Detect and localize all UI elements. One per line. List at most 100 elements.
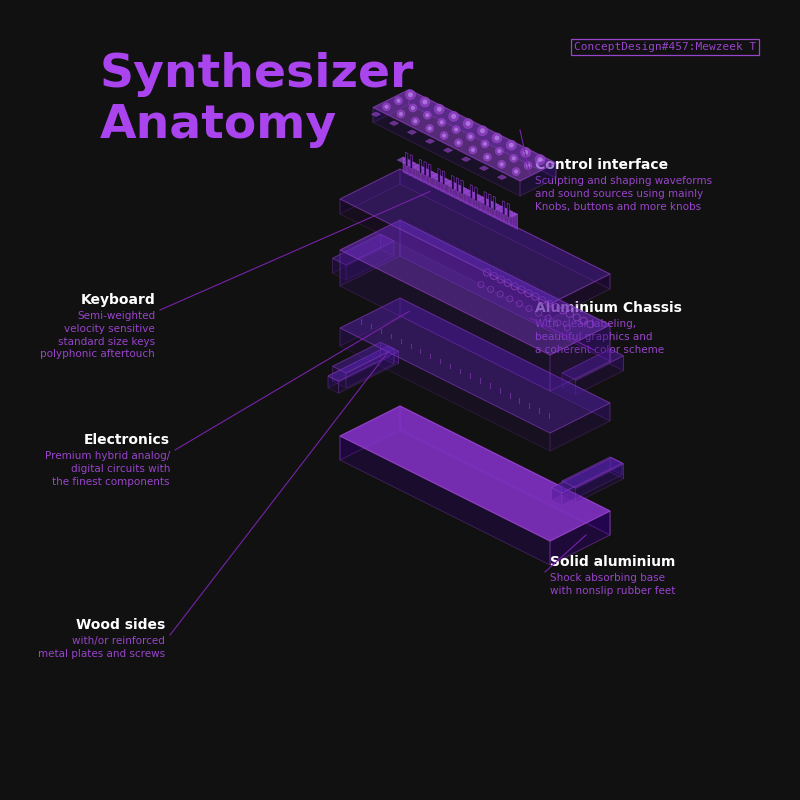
Circle shape — [411, 117, 419, 125]
Text: Aluminium Chassis: Aluminium Chassis — [535, 301, 682, 315]
Circle shape — [478, 126, 487, 136]
Polygon shape — [400, 298, 610, 421]
Polygon shape — [503, 210, 513, 215]
Polygon shape — [397, 157, 406, 162]
Circle shape — [512, 167, 520, 175]
Polygon shape — [514, 213, 518, 230]
Polygon shape — [551, 458, 611, 500]
Polygon shape — [443, 148, 453, 153]
Circle shape — [471, 148, 475, 152]
Polygon shape — [480, 198, 490, 203]
Polygon shape — [340, 406, 610, 541]
Polygon shape — [489, 194, 491, 209]
Circle shape — [498, 149, 502, 153]
Polygon shape — [333, 342, 394, 373]
Polygon shape — [346, 349, 394, 388]
Polygon shape — [484, 191, 486, 206]
Circle shape — [385, 105, 389, 109]
Polygon shape — [333, 366, 346, 388]
Polygon shape — [434, 175, 444, 180]
Polygon shape — [575, 356, 623, 394]
Polygon shape — [498, 208, 509, 213]
Polygon shape — [494, 196, 496, 211]
Circle shape — [500, 162, 504, 166]
Polygon shape — [505, 208, 509, 225]
Polygon shape — [340, 406, 400, 460]
Polygon shape — [426, 139, 434, 143]
Circle shape — [406, 90, 415, 100]
Polygon shape — [520, 163, 556, 196]
Polygon shape — [498, 175, 506, 179]
Circle shape — [420, 97, 430, 107]
Circle shape — [538, 157, 542, 162]
Polygon shape — [482, 196, 486, 213]
Polygon shape — [403, 157, 406, 174]
Circle shape — [452, 126, 460, 134]
Polygon shape — [494, 206, 504, 210]
Polygon shape — [458, 185, 462, 202]
Polygon shape — [328, 346, 388, 388]
Polygon shape — [463, 187, 467, 204]
Polygon shape — [411, 164, 421, 169]
Polygon shape — [340, 169, 400, 214]
Polygon shape — [508, 213, 518, 218]
Circle shape — [409, 104, 417, 112]
Polygon shape — [550, 274, 610, 319]
Circle shape — [426, 124, 434, 132]
Polygon shape — [448, 182, 458, 187]
Polygon shape — [400, 406, 610, 535]
Polygon shape — [429, 164, 431, 178]
Polygon shape — [562, 457, 610, 496]
Polygon shape — [610, 457, 623, 478]
Polygon shape — [550, 403, 610, 451]
Text: Electronics: Electronics — [84, 433, 170, 447]
Polygon shape — [468, 190, 471, 206]
Circle shape — [442, 134, 446, 138]
Polygon shape — [402, 159, 411, 164]
Polygon shape — [340, 169, 610, 304]
Polygon shape — [410, 154, 413, 170]
Polygon shape — [338, 351, 398, 394]
Circle shape — [509, 142, 514, 148]
Polygon shape — [390, 121, 398, 126]
Text: Wood sides: Wood sides — [76, 618, 165, 632]
Circle shape — [397, 98, 401, 102]
Polygon shape — [470, 185, 473, 199]
Polygon shape — [490, 203, 499, 208]
Circle shape — [440, 120, 444, 124]
Circle shape — [382, 102, 390, 110]
Text: ConceptDesign#457:Mewzeek T: ConceptDesign#457:Mewzeek T — [574, 42, 756, 52]
Polygon shape — [551, 458, 622, 493]
Polygon shape — [400, 220, 610, 361]
Polygon shape — [466, 192, 476, 197]
Polygon shape — [340, 298, 610, 433]
Polygon shape — [409, 90, 556, 178]
Polygon shape — [562, 373, 575, 394]
Polygon shape — [415, 166, 426, 171]
Polygon shape — [550, 325, 610, 391]
Polygon shape — [462, 157, 470, 162]
Polygon shape — [371, 112, 381, 117]
Polygon shape — [422, 166, 426, 183]
Polygon shape — [412, 162, 416, 178]
Circle shape — [466, 133, 474, 141]
Polygon shape — [471, 194, 481, 199]
Polygon shape — [456, 178, 458, 192]
Text: With clear labeling,
beautiful graphics and
a coherent color scheme: With clear labeling, beautiful graphics … — [535, 319, 664, 354]
Polygon shape — [430, 173, 439, 178]
Polygon shape — [551, 488, 562, 505]
Circle shape — [414, 119, 418, 123]
Text: Sculpting and shaping waveforms
and sound sources using mainly
Knobs, buttons an: Sculpting and shaping waveforms and soun… — [535, 176, 712, 212]
Circle shape — [454, 138, 462, 146]
Circle shape — [434, 104, 444, 114]
Polygon shape — [472, 192, 476, 209]
Circle shape — [506, 140, 516, 150]
Circle shape — [466, 121, 470, 126]
Polygon shape — [333, 342, 381, 382]
Polygon shape — [510, 210, 513, 227]
Polygon shape — [438, 178, 448, 182]
Polygon shape — [340, 436, 550, 565]
Text: Keyboard: Keyboard — [80, 293, 155, 307]
Polygon shape — [443, 180, 453, 185]
Circle shape — [437, 106, 442, 112]
